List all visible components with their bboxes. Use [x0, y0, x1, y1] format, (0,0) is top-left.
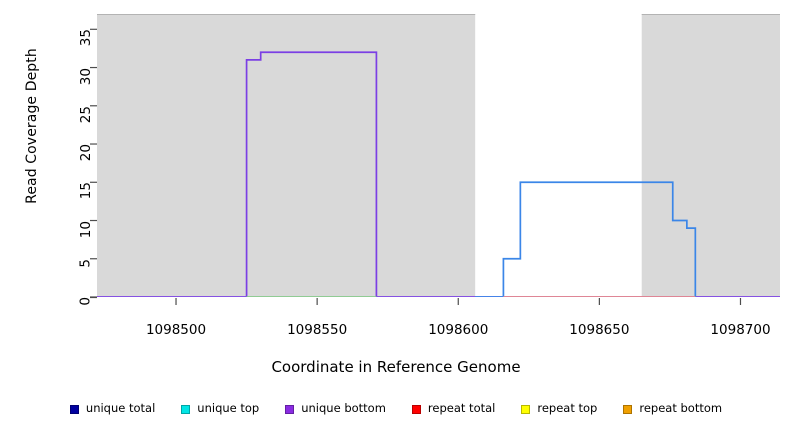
- legend-item[interactable]: unique bottom: [285, 403, 386, 415]
- plot-canvas: [97, 14, 780, 297]
- legend-item[interactable]: repeat total: [411, 401, 496, 416]
- y-tick-label: 5: [78, 258, 94, 268]
- y-tick-label: 20: [78, 144, 94, 162]
- legend-swatch-icon: [285, 404, 295, 414]
- legend-item[interactable]: unique total: [69, 401, 156, 416]
- x-tick-label: 1098550: [287, 322, 348, 338]
- legend-swatch-icon: [623, 404, 633, 414]
- y-tick-label: 35: [78, 29, 94, 47]
- legend-label: repeat total: [427, 401, 496, 416]
- legend-swatch-icon: [521, 404, 531, 414]
- legend-item[interactable]: unique top: [181, 403, 259, 415]
- shaded-region: [641, 14, 780, 297]
- y-tick-label: 25: [78, 105, 94, 123]
- legend-swatch-icon: [411, 404, 421, 414]
- y-tick-label: 0: [78, 297, 94, 306]
- legend-item[interactable]: repeat top: [521, 403, 597, 415]
- legend-swatch-icon: [69, 404, 79, 414]
- legend-label: repeat bottom: [639, 401, 723, 416]
- x-tick-label: 1098650: [569, 322, 630, 338]
- y-axis-title: Read Coverage Depth: [24, 48, 40, 204]
- y-tick-label: 10: [78, 220, 94, 238]
- legend-label: repeat top: [537, 401, 598, 416]
- x-tick-label: 1098500: [145, 322, 207, 338]
- series-unique-top: [475, 181, 697, 297]
- legend-label: unique top: [197, 401, 260, 416]
- plot-area: [97, 14, 780, 297]
- series-unique-bottom: [97, 51, 780, 297]
- y-tick-label: 30: [78, 67, 94, 85]
- chart-legend: unique total unique top unique bottom repea…: [0, 398, 792, 420]
- x-tick-label: 1098700: [710, 322, 771, 338]
- shaded-region: [97, 14, 476, 297]
- x-axis-title: Coordinate in Reference Genome: [271, 358, 521, 376]
- legend-label: unique bottom: [301, 401, 386, 416]
- legend-item[interactable]: repeat bottom: [623, 403, 722, 415]
- x-tick-label: 1098600: [428, 322, 489, 338]
- legend-label: unique total: [85, 401, 156, 416]
- legend-swatch-icon: [181, 404, 191, 414]
- y-tick-label: 15: [78, 182, 94, 200]
